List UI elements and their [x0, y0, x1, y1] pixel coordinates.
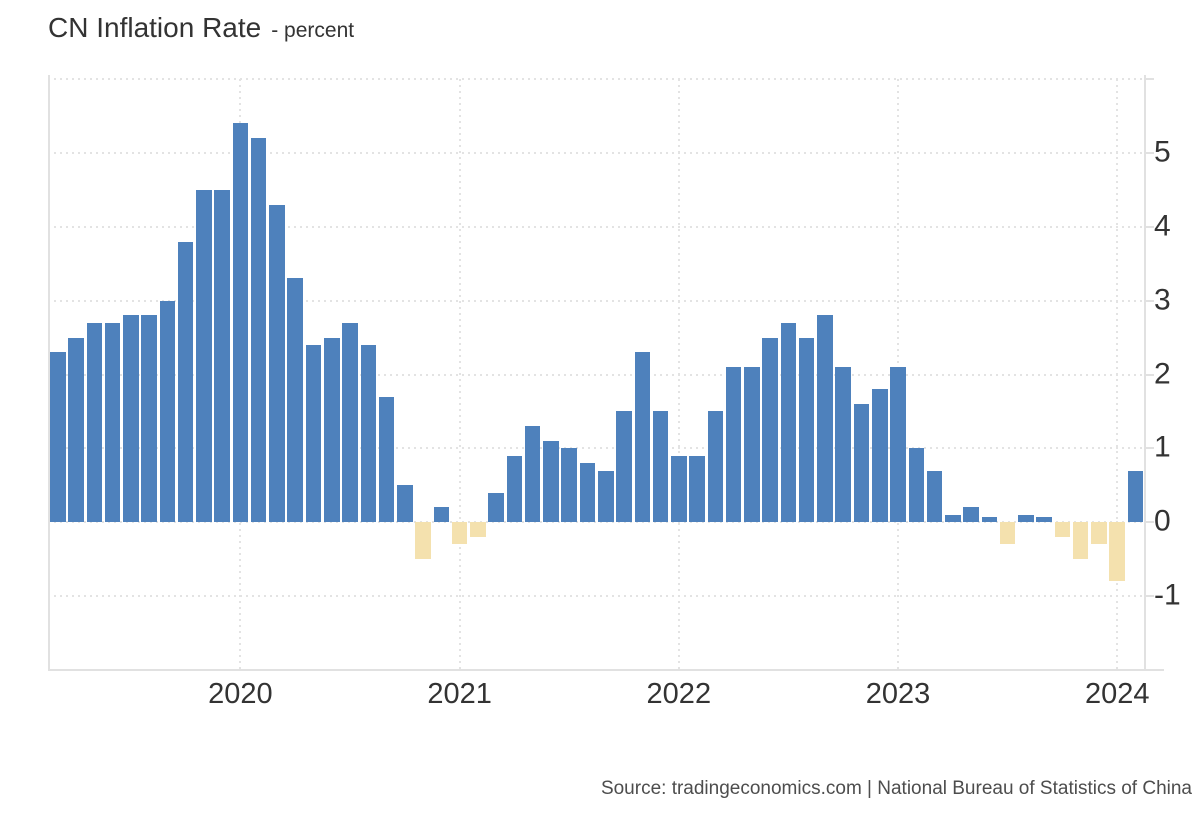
y-axis-tick	[1146, 151, 1154, 154]
bar-2021-12[interactable]	[652, 411, 669, 523]
bar-2021-04[interactable]	[506, 455, 523, 523]
chart-subtitle: - percent	[271, 19, 355, 42]
h-gridline	[48, 299, 1144, 302]
bar-2021-08[interactable]	[579, 463, 596, 523]
bar-2023-06[interactable]	[981, 516, 998, 523]
y-axis-tick	[1146, 447, 1154, 450]
source-attribution: Source: tradingeconomics.com | National …	[600, 778, 1192, 799]
bar-2021-01[interactable]	[451, 522, 468, 545]
plot-area[interactable]	[48, 78, 1144, 670]
bar-2021-11[interactable]	[634, 352, 651, 523]
bar-2021-09[interactable]	[598, 470, 614, 523]
x-axis-year-label: 2023	[865, 678, 931, 710]
bar-2023-07[interactable]	[999, 522, 1016, 545]
y-axis-label: 4	[1154, 209, 1171, 243]
y-axis-label: 5	[1154, 135, 1171, 169]
year-gridline	[677, 79, 680, 670]
bar-2021-05[interactable]	[524, 426, 541, 523]
bar-2022-05[interactable]	[744, 367, 760, 523]
bar-2021-07[interactable]	[561, 448, 577, 523]
y-axis-line-left	[48, 75, 50, 671]
y-axis-label: 2	[1154, 356, 1171, 390]
bar-2022-10[interactable]	[835, 367, 851, 523]
bar-2020-03[interactable]	[269, 204, 285, 523]
bar-2023-04[interactable]	[945, 514, 961, 523]
bar-2020-06[interactable]	[324, 337, 340, 523]
y-axis-tick	[1146, 595, 1154, 598]
y-axis-label: 1	[1154, 430, 1171, 464]
h-gridline	[48, 373, 1144, 376]
bar-2021-06[interactable]	[543, 440, 559, 523]
bar-2020-02[interactable]	[250, 138, 267, 523]
x-axis-year-label: 2024	[1084, 678, 1150, 710]
bar-2024-02[interactable]	[1127, 470, 1144, 523]
bar-2023-05[interactable]	[963, 507, 979, 523]
y-axis-tick	[1146, 78, 1154, 80]
h-gridline	[48, 595, 1144, 598]
bar-2020-04[interactable]	[287, 278, 303, 523]
bar-2019-12[interactable]	[214, 189, 230, 523]
chart-title: CN Inflation Rate	[48, 12, 262, 43]
bar-2019-05[interactable]	[86, 322, 103, 523]
bar-2023-02[interactable]	[908, 448, 925, 523]
bar-2023-01[interactable]	[890, 367, 906, 523]
bar-2019-07[interactable]	[123, 315, 139, 523]
x-axis-year-label: 2020	[208, 678, 273, 710]
bar-2024-01[interactable]	[1109, 522, 1125, 582]
y-axis-tick	[1146, 299, 1154, 302]
y-axis-label: -1	[1154, 578, 1181, 612]
bar-2019-11[interactable]	[196, 189, 212, 523]
bar-2020-07[interactable]	[342, 322, 358, 523]
chart-header: CN Inflation Rate - percent	[48, 12, 354, 44]
x-axis-year-label: 2021	[427, 678, 492, 710]
bar-2020-05[interactable]	[305, 344, 322, 523]
bar-2021-02[interactable]	[470, 522, 486, 538]
bar-2022-08[interactable]	[798, 337, 815, 523]
bar-2022-09[interactable]	[817, 315, 833, 523]
h-gridline	[48, 225, 1144, 228]
bar-2019-08[interactable]	[141, 315, 157, 523]
h-gridline	[48, 447, 1144, 450]
bar-2021-03[interactable]	[488, 492, 504, 523]
x-axis-year-label: 2022	[646, 678, 712, 710]
bar-2023-10[interactable]	[1054, 522, 1071, 538]
y-axis-line-right	[1144, 75, 1146, 671]
bar-2022-07[interactable]	[780, 322, 797, 523]
y-axis-label: 3	[1154, 282, 1171, 316]
bar-2020-10[interactable]	[397, 485, 413, 523]
bar-2022-12[interactable]	[872, 389, 888, 523]
y-axis-tick	[1146, 225, 1154, 228]
bar-2022-02[interactable]	[689, 455, 705, 523]
bar-2023-03[interactable]	[926, 470, 943, 523]
bar-2019-04[interactable]	[68, 337, 84, 523]
h-gridline	[48, 521, 1144, 524]
bar-2023-08[interactable]	[1018, 514, 1034, 523]
bar-2020-09[interactable]	[378, 396, 395, 523]
h-gridline	[48, 78, 1144, 80]
bar-2022-11[interactable]	[853, 404, 870, 523]
bar-2020-01[interactable]	[232, 123, 249, 523]
bar-2021-10[interactable]	[616, 411, 632, 523]
y-axis-label: 0	[1154, 504, 1171, 538]
y-axis-tick	[1146, 521, 1154, 524]
y-axis-tick	[1146, 373, 1154, 376]
bar-2019-10[interactable]	[177, 241, 194, 523]
bar-2019-09[interactable]	[159, 300, 176, 523]
bar-2019-03[interactable]	[50, 352, 66, 523]
x-axis-line	[48, 669, 1164, 671]
bar-2019-06[interactable]	[104, 322, 121, 523]
bar-2023-09[interactable]	[1036, 516, 1052, 523]
bar-2022-06[interactable]	[762, 337, 778, 523]
bar-2020-11[interactable]	[415, 522, 431, 560]
bar-2023-12[interactable]	[1091, 522, 1107, 545]
year-gridline	[1116, 79, 1119, 670]
year-gridline	[458, 79, 461, 670]
bar-2023-11[interactable]	[1072, 522, 1089, 560]
h-gridline	[48, 151, 1144, 154]
bar-2022-04[interactable]	[725, 367, 742, 523]
bar-2022-01[interactable]	[671, 455, 687, 523]
bar-2020-12[interactable]	[433, 507, 450, 523]
bar-2020-08[interactable]	[360, 344, 377, 523]
bar-2022-03[interactable]	[707, 411, 724, 523]
